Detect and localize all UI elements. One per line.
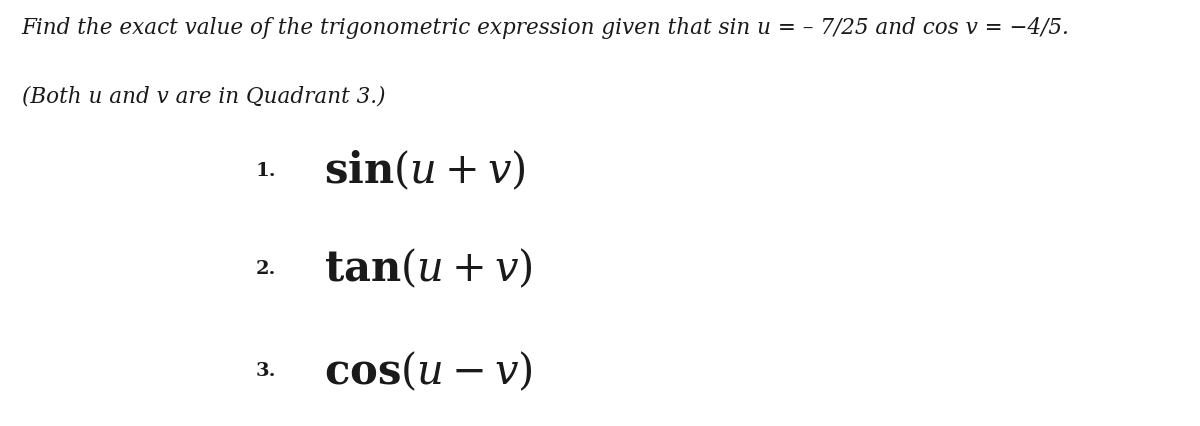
- Text: Find the exact value of the trigonometric expression given that sin u = – 7/25 a: Find the exact value of the trigonometri…: [22, 17, 1069, 39]
- Text: $\mathbf{sin}(\mathit{u} + \mathit{v})$: $\mathbf{sin}(\mathit{u} + \mathit{v})$: [324, 149, 526, 192]
- Text: 3.: 3.: [256, 362, 276, 380]
- Text: $\mathbf{cos}(\mathit{u} - \mathit{v})$: $\mathbf{cos}(\mathit{u} - \mathit{v})$: [324, 349, 533, 392]
- Text: $\mathbf{tan}(\mathit{u} + \mathit{v})$: $\mathbf{tan}(\mathit{u} + \mathit{v})$: [324, 247, 533, 290]
- Text: 2.: 2.: [256, 259, 276, 277]
- Text: (Both u and v are in Quadrant 3.): (Both u and v are in Quadrant 3.): [22, 85, 385, 107]
- Text: 1.: 1.: [256, 161, 276, 179]
